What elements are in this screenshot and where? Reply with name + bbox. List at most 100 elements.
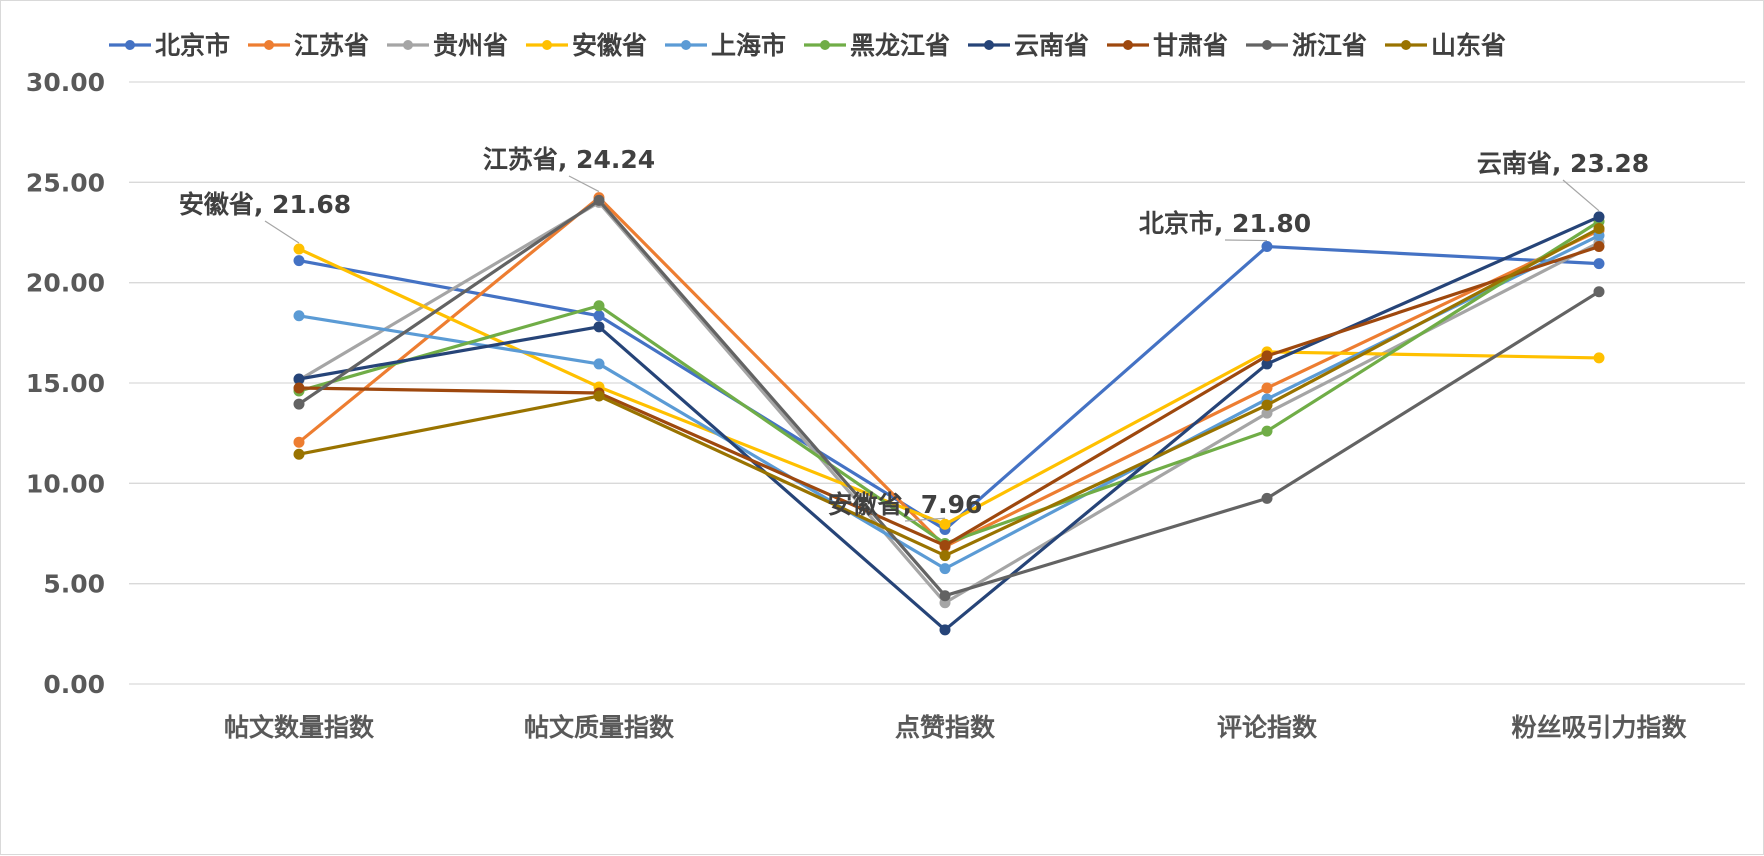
data-point — [293, 448, 305, 460]
legend-item: 云南省 — [968, 31, 1089, 60]
series-line — [298, 198, 1600, 598]
series-lines — [293, 192, 1605, 636]
data-point — [1593, 258, 1605, 270]
legend-marker — [264, 40, 274, 50]
y-tick-label: 20.00 — [26, 269, 105, 298]
data-point — [1261, 399, 1273, 411]
data-point — [1261, 382, 1273, 394]
x-tick-label: 点赞指数 — [895, 713, 996, 742]
data-point — [593, 390, 605, 402]
annotation-label: 安徽省, 7.96 — [828, 490, 983, 519]
data-point — [593, 321, 605, 333]
data-point — [1261, 492, 1273, 504]
data-point — [293, 436, 305, 448]
data-point — [939, 563, 951, 575]
data-point — [1261, 350, 1273, 362]
data-point — [293, 310, 305, 322]
data-point — [293, 255, 305, 267]
data-point — [1593, 241, 1605, 253]
data-point — [293, 373, 305, 385]
series-line — [298, 244, 1600, 532]
legend-item: 山东省 — [1385, 31, 1506, 60]
legend-item: 贵州省 — [387, 31, 508, 60]
data-point — [293, 398, 305, 410]
data-point — [939, 550, 951, 562]
annotation: 安徽省, 21.68 — [179, 190, 351, 244]
x-tick-label: 评论指数 — [1217, 713, 1318, 742]
annotation: 安徽省, 7.96 — [828, 490, 983, 522]
series-10 — [293, 222, 1605, 562]
series-7 — [293, 211, 1605, 636]
y-tick-label: 15.00 — [26, 369, 105, 398]
annotation-leader — [1224, 239, 1268, 242]
data-point — [593, 194, 605, 206]
legend-marker — [1123, 40, 1133, 50]
legend-marker — [820, 40, 830, 50]
y-tick-label: 25.00 — [26, 168, 105, 197]
data-point — [1593, 211, 1605, 223]
legend-marker — [403, 40, 413, 50]
data-point — [939, 590, 951, 602]
data-point — [939, 518, 951, 530]
y-tick-label: 0.00 — [43, 670, 105, 699]
legend-label: 甘肃省 — [1153, 31, 1228, 60]
y-tick-label: 10.00 — [26, 469, 105, 498]
annotation: 云南省, 23.28 — [1477, 149, 1649, 212]
legend-label: 北京市 — [155, 31, 230, 60]
data-point — [1261, 425, 1273, 437]
data-annotations: 安徽省, 21.68 江苏省, 24.24 安徽省, 7.96 北京市, 21.80 云… — [179, 145, 1649, 522]
data-point — [1593, 222, 1605, 234]
legend-marker — [1401, 40, 1411, 50]
data-point — [939, 540, 951, 552]
legend-item: 北京市 — [109, 31, 230, 60]
y-tick-label: 30.00 — [26, 68, 105, 97]
legend-marker — [681, 40, 691, 50]
annotation: 江苏省, 24.24 — [483, 145, 655, 193]
legend-label: 浙江省 — [1292, 31, 1367, 60]
legend-item: 黑龙江省 — [804, 31, 950, 60]
x-tick-label: 帖文质量指数 — [524, 713, 675, 742]
annotation: 北京市, 21.80 — [1139, 209, 1311, 242]
annotation-leader — [568, 175, 600, 193]
annotation-leader — [1562, 179, 1600, 212]
x-tick-label: 帖文数量指数 — [224, 713, 375, 742]
legend-marker — [984, 40, 994, 50]
legend-item: 上海市 — [665, 31, 786, 60]
data-point — [593, 300, 605, 312]
annotation-label: 安徽省, 21.68 — [179, 190, 351, 219]
y-axis: 0.00 5.00 10.00 15.00 20.00 25.00 30.00 — [26, 68, 105, 699]
data-point — [293, 382, 305, 394]
legend-label: 安徽省 — [572, 31, 647, 60]
legend-label: 江苏省 — [294, 31, 369, 60]
annotation-leader — [264, 220, 300, 244]
legend-label: 贵州省 — [433, 31, 508, 60]
legend-item: 江苏省 — [248, 31, 369, 60]
data-point — [293, 243, 305, 255]
annotation-label: 北京市, 21.80 — [1139, 209, 1311, 238]
gridlines — [129, 81, 1745, 685]
legend-label: 上海市 — [711, 31, 786, 60]
data-point — [1593, 286, 1605, 298]
data-point — [1593, 352, 1605, 364]
legend-item: 甘肃省 — [1107, 31, 1228, 60]
legend: 北京市 江苏省 贵州省 安徽省 上海市 黑龙江省 云南省 甘肃省 浙江省 山东省 — [109, 31, 1506, 60]
x-tick-label: 粉丝吸引力指数 — [1511, 713, 1687, 742]
data-point — [1261, 241, 1273, 253]
data-point — [593, 358, 605, 370]
annotation-label: 江苏省, 24.24 — [483, 145, 655, 174]
x-axis: 帖文数量指数 帖文质量指数 点赞指数 评论指数 粉丝吸引力指数 — [224, 713, 1688, 742]
annotation-leader — [904, 517, 946, 522]
legend-item: 安徽省 — [526, 31, 647, 60]
legend-item: 浙江省 — [1246, 31, 1367, 60]
legend-marker — [125, 40, 135, 50]
legend-marker — [1262, 40, 1272, 50]
legend-label: 云南省 — [1014, 31, 1089, 60]
data-point — [939, 624, 951, 636]
annotation-label: 云南省, 23.28 — [1477, 149, 1649, 178]
legend-marker — [542, 40, 552, 50]
data-point — [593, 310, 605, 322]
series-9 — [293, 194, 1605, 602]
legend-label: 黑龙江省 — [850, 31, 950, 60]
